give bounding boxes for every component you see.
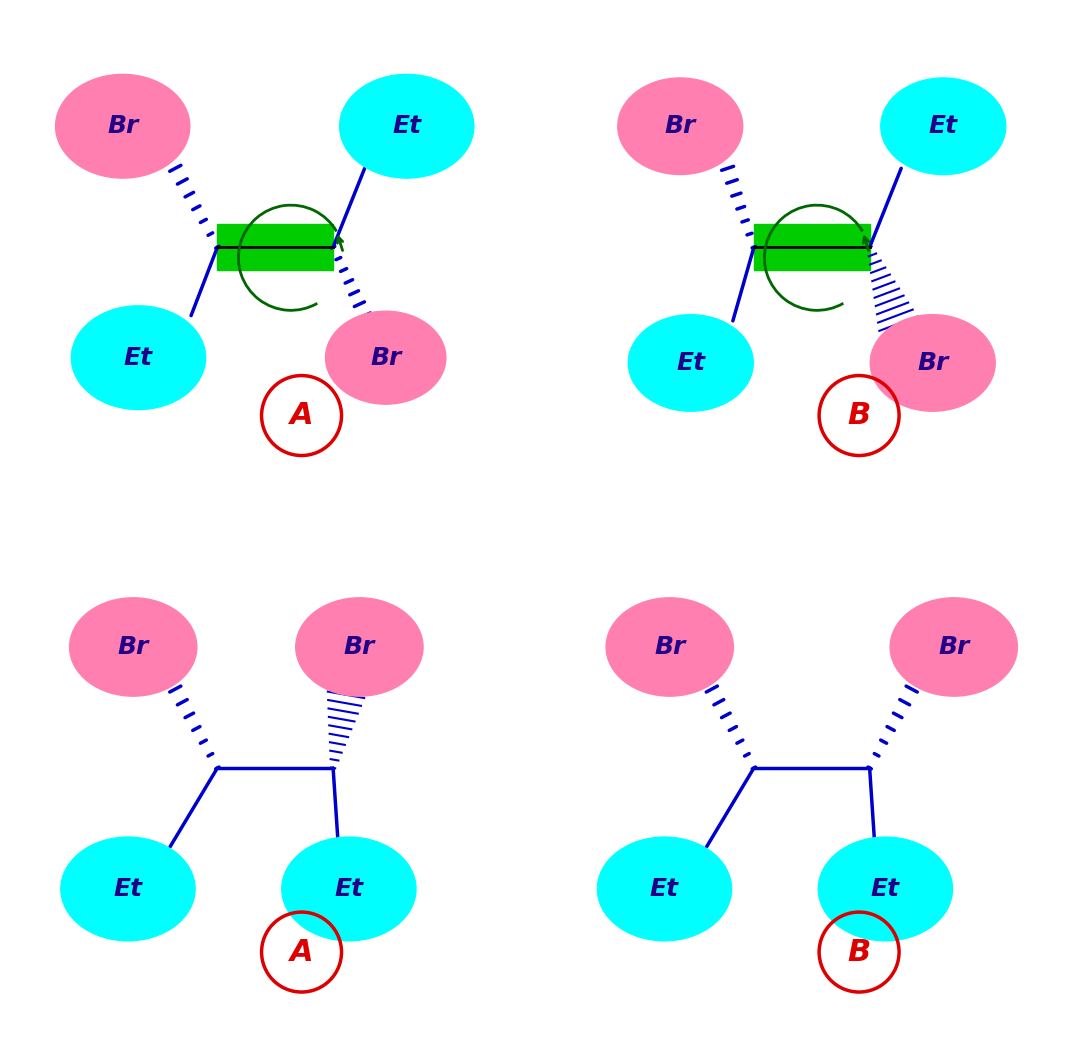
- Text: A: A: [290, 937, 313, 967]
- Text: Et: Et: [928, 115, 958, 138]
- Text: Br: Br: [664, 115, 696, 138]
- Text: Et: Et: [113, 877, 142, 901]
- Text: Et: Et: [392, 115, 422, 138]
- Text: Et: Et: [335, 877, 363, 901]
- Text: Br: Br: [938, 635, 970, 659]
- Ellipse shape: [282, 837, 416, 940]
- Text: B: B: [848, 401, 871, 430]
- Polygon shape: [754, 224, 870, 270]
- Ellipse shape: [880, 78, 1005, 175]
- Polygon shape: [217, 224, 333, 270]
- Text: Et: Et: [650, 877, 679, 901]
- Ellipse shape: [819, 837, 952, 940]
- Ellipse shape: [61, 837, 195, 940]
- Text: Br: Br: [370, 346, 401, 369]
- Ellipse shape: [296, 598, 423, 696]
- Ellipse shape: [72, 306, 205, 409]
- Ellipse shape: [55, 75, 190, 178]
- Text: A: A: [290, 401, 313, 430]
- Ellipse shape: [890, 598, 1017, 696]
- Text: Et: Et: [124, 346, 153, 369]
- Ellipse shape: [617, 78, 742, 175]
- Text: Br: Br: [107, 115, 138, 138]
- Ellipse shape: [628, 315, 753, 411]
- Ellipse shape: [70, 598, 197, 696]
- Text: Br: Br: [654, 635, 686, 659]
- Ellipse shape: [607, 598, 734, 696]
- Ellipse shape: [325, 311, 446, 404]
- Text: Br: Br: [117, 635, 149, 659]
- Ellipse shape: [339, 75, 474, 178]
- Text: B: B: [848, 937, 871, 967]
- Ellipse shape: [871, 315, 996, 411]
- Text: Et: Et: [676, 351, 705, 375]
- Text: Et: Et: [871, 877, 900, 901]
- Text: Br: Br: [917, 351, 949, 375]
- Text: Br: Br: [343, 635, 375, 659]
- Ellipse shape: [598, 837, 732, 940]
